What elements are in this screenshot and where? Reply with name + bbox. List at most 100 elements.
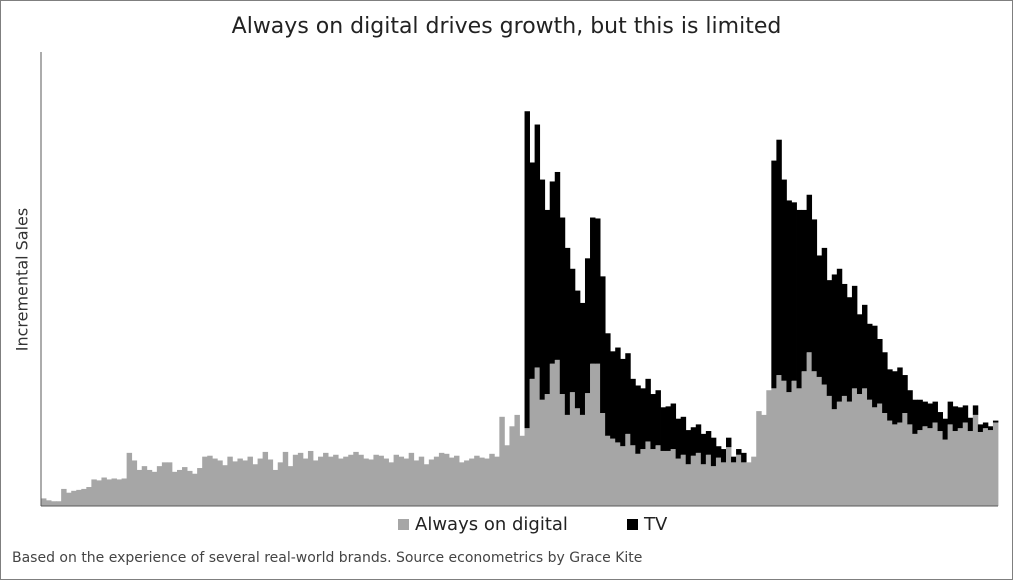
bar-digital-186: [977, 431, 984, 506]
bar-digital-189: [992, 422, 999, 506]
bar-digital-22: [151, 471, 158, 506]
bar-tv-178: [937, 412, 943, 432]
bar-digital-16: [121, 478, 128, 506]
bar-digital-152: [806, 352, 813, 506]
bar-digital-185: [972, 414, 979, 506]
bar-digital-47: [277, 462, 284, 506]
bar-digital-171: [902, 413, 908, 506]
bar-digital-49: [287, 466, 294, 506]
bar-digital-62: [353, 451, 359, 506]
bar-tv-157: [831, 274, 838, 410]
bar-digital-126: [675, 458, 682, 506]
bar-digital-83: [459, 462, 465, 506]
bar-tv-159: [841, 283, 848, 396]
bar-digital-43: [257, 458, 264, 506]
bar-digital-50: [292, 454, 299, 506]
bar-digital-140: [746, 462, 752, 506]
bar-tv-189: [992, 420, 999, 423]
bar-digital-63: [358, 454, 364, 506]
bar-digital-170: [897, 422, 903, 506]
bar-digital-123: [660, 450, 666, 506]
bar-digital-31: [197, 468, 203, 506]
bar-digital-157: [831, 409, 838, 506]
bar-digital-106: [574, 408, 581, 506]
bar-digital-172: [907, 424, 913, 506]
bar-digital-1: [46, 500, 52, 506]
bar-digital-91: [499, 416, 505, 506]
bar-digital-27: [176, 469, 183, 506]
bar-digital-73: [408, 452, 415, 506]
bar-tv-106: [574, 290, 581, 409]
chart-plot: [40, 52, 999, 507]
bar-digital-6: [71, 490, 77, 506]
bar-digital-46: [272, 469, 279, 506]
bar-tv-163: [862, 304, 868, 389]
bar-digital-168: [887, 420, 893, 506]
bar-digital-26: [171, 471, 178, 506]
bar-tv-173: [912, 399, 918, 434]
bar-digital-129: [690, 455, 697, 506]
bar-digital-77: [428, 459, 435, 506]
bar-digital-3: [56, 501, 62, 506]
bar-tv-161: [851, 285, 858, 389]
bar-digital-154: [816, 376, 823, 506]
bar-tv-134: [715, 446, 722, 458]
bar-digital-10: [91, 479, 97, 506]
bar-digital-110: [595, 363, 601, 506]
bar-digital-11: [96, 480, 102, 506]
bar-tv-162: [856, 314, 863, 395]
bar-tv-148: [786, 200, 792, 393]
bar-digital-32: [202, 456, 208, 506]
bar-digital-101: [549, 363, 556, 506]
bar-digital-159: [841, 395, 848, 506]
bar-tv-145: [771, 160, 777, 389]
bar-tv-108: [584, 258, 591, 394]
bar-digital-89: [489, 453, 495, 506]
bar-digital-37: [227, 456, 233, 506]
bar-digital-80: [443, 453, 450, 506]
bar-digital-61: [348, 454, 354, 506]
bar-tv-184: [967, 417, 974, 432]
bar-digital-188: [987, 430, 994, 506]
bar-tv-179: [942, 418, 949, 440]
bar-tv-121: [650, 394, 656, 450]
legend: Always on digital TV: [0, 514, 1013, 542]
legend-swatch-tv: [627, 519, 638, 530]
legend-item-tv: TV: [627, 514, 667, 535]
bar-tv-169: [892, 371, 898, 425]
bar-tv-115: [620, 358, 626, 447]
bar-digital-181: [952, 431, 959, 506]
bar-digital-156: [826, 395, 833, 506]
bar-digital-177: [932, 422, 938, 506]
bar-tv-181: [952, 406, 959, 432]
bar-digital-35: [217, 460, 223, 506]
bar-digital-58: [333, 454, 339, 506]
bar-digital-187: [982, 428, 989, 506]
bar-digital-21: [146, 469, 153, 506]
bar-digital-149: [791, 380, 797, 506]
bar-digital-54: [312, 460, 319, 506]
bar-digital-160: [846, 401, 853, 506]
bar-tv-124: [665, 406, 672, 451]
bar-tv-101: [549, 181, 556, 364]
bar-digital-165: [872, 407, 878, 506]
bar-digital-105: [569, 392, 576, 506]
legend-label-digital: Always on digital: [415, 514, 568, 535]
bar-digital-82: [454, 455, 460, 506]
bar-digital-151: [801, 371, 807, 506]
bar-digital-15: [116, 479, 122, 506]
bar-digital-74: [413, 460, 420, 506]
bar-digital-141: [751, 456, 757, 506]
bar-tv-117: [630, 378, 636, 446]
bar-digital-137: [731, 462, 737, 506]
bar-tv-177: [932, 401, 938, 423]
bar-tv-151: [801, 209, 807, 372]
bar-tv-126: [675, 418, 682, 459]
bar-digital-75: [418, 456, 425, 506]
bar-digital-103: [559, 394, 566, 506]
bar-tv-136: [726, 437, 732, 448]
legend-item-digital: Always on digital: [398, 514, 568, 535]
bar-tv-102: [554, 171, 561, 360]
bar-digital-134: [715, 457, 722, 506]
bar-digital-100: [544, 394, 551, 506]
